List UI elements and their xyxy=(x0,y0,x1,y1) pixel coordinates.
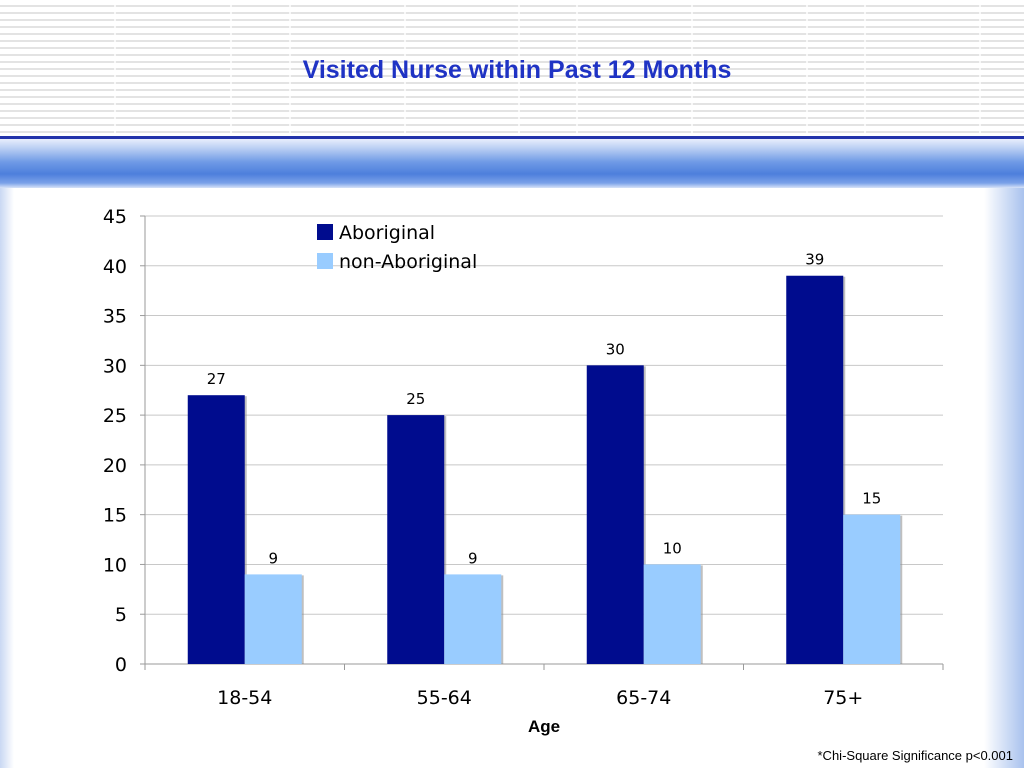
data-label: 30 xyxy=(606,340,625,358)
bar-non-aboriginal xyxy=(843,514,901,664)
x-tick-label: 18-54 xyxy=(217,687,272,709)
data-label: 25 xyxy=(406,390,425,408)
header-background xyxy=(0,0,1024,138)
data-label: 9 xyxy=(468,549,478,567)
left-edge-gradient xyxy=(0,188,14,768)
y-tick-label: 10 xyxy=(103,554,127,576)
data-label: 15 xyxy=(862,490,881,508)
right-edge-gradient xyxy=(984,188,1024,768)
y-tick-label: 15 xyxy=(103,505,127,527)
bar-aboriginal xyxy=(387,415,445,664)
y-tick-label: 25 xyxy=(103,405,127,427)
x-tick-label: 55-64 xyxy=(417,687,472,709)
footnote: *Chi-Square Significance p<0.001 xyxy=(817,748,1014,763)
y-tick-label: 20 xyxy=(103,455,127,477)
legend-swatch xyxy=(317,253,333,269)
y-tick-label: 5 xyxy=(115,604,127,626)
x-tick-label: 75+ xyxy=(823,687,863,709)
bar-non-aboriginal xyxy=(244,574,302,664)
legend-swatch xyxy=(317,224,333,240)
y-tick-label: 0 xyxy=(115,654,127,676)
legend-label: Aboriginal xyxy=(339,222,435,244)
bar-non-aboriginal xyxy=(643,564,701,664)
slide-title: Visited Nurse within Past 12 Months xyxy=(302,56,732,84)
x-tick-label: 65-74 xyxy=(616,687,671,709)
header-band xyxy=(0,136,1024,188)
data-label: 9 xyxy=(268,549,278,567)
data-label: 27 xyxy=(207,370,226,388)
y-tick-label: 45 xyxy=(103,206,127,228)
bar-aboriginal xyxy=(786,275,844,664)
x-axis-label: Age xyxy=(528,717,560,736)
bar-non-aboriginal xyxy=(444,574,502,664)
bar-aboriginal xyxy=(187,395,245,664)
bar-aboriginal xyxy=(586,365,644,664)
legend-label: non-Aboriginal xyxy=(339,251,477,273)
y-tick-label: 30 xyxy=(103,355,127,377)
y-tick-label: 35 xyxy=(103,306,127,328)
data-label: 39 xyxy=(805,251,824,269)
data-label: 10 xyxy=(663,539,682,557)
y-tick-label: 40 xyxy=(103,256,127,278)
